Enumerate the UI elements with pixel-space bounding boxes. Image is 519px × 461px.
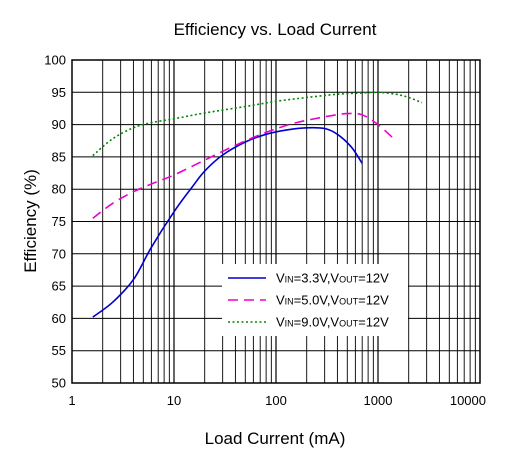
legend: VIN=3.3V,VOUT=12V VIN=5.0V,VOUT=12V VIN=9.… xyxy=(222,264,408,336)
x-tick-label: 1 xyxy=(68,393,75,408)
series-group xyxy=(92,91,423,318)
x-tick-label: 10 xyxy=(167,393,181,408)
chart-title: Efficiency vs. Load Current xyxy=(174,20,377,39)
y-tick-label: 80 xyxy=(52,182,66,197)
y-axis-label: Efficiency (%) xyxy=(21,169,40,273)
tick-labels: 50 55 60 65 70 75 80 85 90 95 100 1 10 100 1000 10000 xyxy=(44,53,486,409)
plot-frame xyxy=(71,59,481,384)
x-axis-label: Load Current (mA) xyxy=(205,429,346,448)
series-line-2 xyxy=(92,112,397,219)
y-tick-label: 55 xyxy=(52,343,66,358)
y-tick-label: 100 xyxy=(44,53,66,68)
y-tick-label: 70 xyxy=(52,246,66,261)
series-line-3 xyxy=(92,91,423,157)
y-tick-label: 75 xyxy=(52,214,66,229)
x-tick-label: 1000 xyxy=(364,393,393,408)
legend-label-1: VIN=3.3V,VOUT=12V xyxy=(276,271,389,286)
y-tick-label: 60 xyxy=(52,311,66,326)
x-tick-label: 100 xyxy=(265,393,287,408)
y-tick-label: 85 xyxy=(52,149,66,164)
y-tick-label: 50 xyxy=(52,376,66,391)
y-tick-label: 90 xyxy=(52,117,66,132)
series-line-1 xyxy=(92,126,363,318)
y-tick-label: 65 xyxy=(52,279,66,294)
legend-label-2: VIN=5.0V,VOUT=12V xyxy=(276,293,389,308)
x-tick-label: 10000 xyxy=(450,393,486,408)
y-tick-label: 95 xyxy=(52,85,66,100)
legend-label-3: VIN=9.0V,VOUT=12V xyxy=(276,315,389,330)
